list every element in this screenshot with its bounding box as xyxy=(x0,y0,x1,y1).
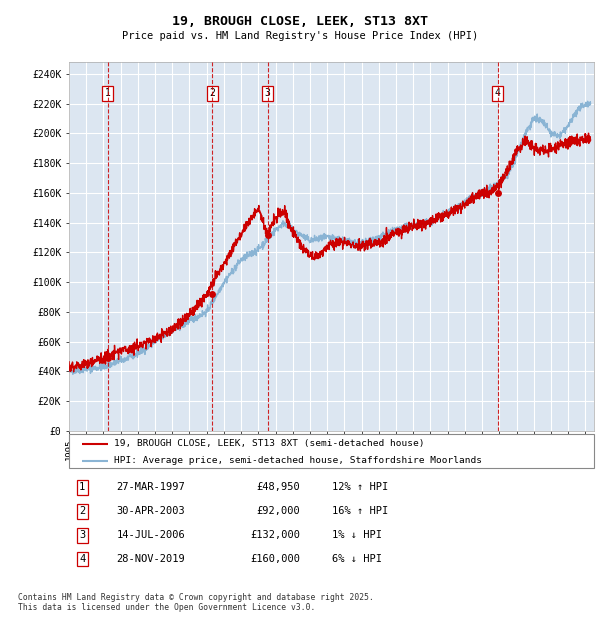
Text: 3: 3 xyxy=(265,89,271,99)
Text: 4: 4 xyxy=(79,554,85,564)
Text: 6% ↓ HPI: 6% ↓ HPI xyxy=(331,554,382,564)
Text: Contains HM Land Registry data © Crown copyright and database right 2025.
This d: Contains HM Land Registry data © Crown c… xyxy=(18,593,374,613)
Text: 19, BROUGH CLOSE, LEEK, ST13 8XT (semi-detached house): 19, BROUGH CLOSE, LEEK, ST13 8XT (semi-d… xyxy=(113,439,424,448)
Text: 28-NOV-2019: 28-NOV-2019 xyxy=(116,554,185,564)
Text: 16% ↑ HPI: 16% ↑ HPI xyxy=(331,507,388,516)
Text: 12% ↑ HPI: 12% ↑ HPI xyxy=(331,482,388,492)
Text: £160,000: £160,000 xyxy=(250,554,300,564)
Text: Price paid vs. HM Land Registry's House Price Index (HPI): Price paid vs. HM Land Registry's House … xyxy=(122,31,478,41)
Text: £132,000: £132,000 xyxy=(250,530,300,540)
Text: 3: 3 xyxy=(79,530,85,540)
Text: 1% ↓ HPI: 1% ↓ HPI xyxy=(331,530,382,540)
Text: 1: 1 xyxy=(104,89,110,99)
Text: £92,000: £92,000 xyxy=(256,507,300,516)
Text: 2: 2 xyxy=(209,89,215,99)
FancyBboxPatch shape xyxy=(69,434,594,468)
Text: HPI: Average price, semi-detached house, Staffordshire Moorlands: HPI: Average price, semi-detached house,… xyxy=(113,456,482,465)
Text: 2: 2 xyxy=(79,507,85,516)
Text: 14-JUL-2006: 14-JUL-2006 xyxy=(116,530,185,540)
Text: £48,950: £48,950 xyxy=(256,482,300,492)
Text: 19, BROUGH CLOSE, LEEK, ST13 8XT: 19, BROUGH CLOSE, LEEK, ST13 8XT xyxy=(172,16,428,28)
Text: 27-MAR-1997: 27-MAR-1997 xyxy=(116,482,185,492)
Text: 30-APR-2003: 30-APR-2003 xyxy=(116,507,185,516)
Text: 1: 1 xyxy=(79,482,85,492)
Text: 4: 4 xyxy=(495,89,501,99)
